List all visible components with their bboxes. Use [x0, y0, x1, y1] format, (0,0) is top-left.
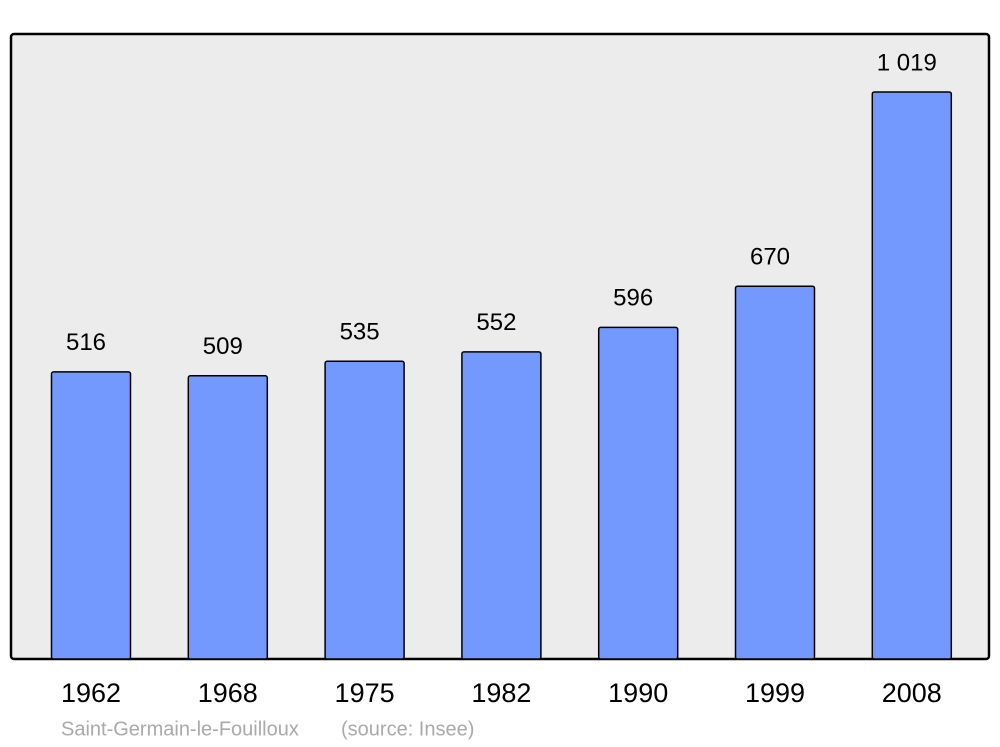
bar — [50, 371, 132, 660]
bar — [461, 351, 542, 660]
chart-title: Saint-Germain-le-Fouilloux — [61, 718, 299, 740]
value-label: 670 — [750, 244, 790, 271]
bar — [324, 360, 405, 660]
value-label: 509 — [203, 333, 243, 360]
x-tick-label: 2008 — [882, 678, 942, 708]
bar — [734, 285, 816, 660]
bar — [187, 375, 269, 660]
x-tick-label: 1982 — [471, 678, 531, 708]
value-label: 535 — [340, 319, 380, 346]
value-label: 596 — [613, 285, 653, 312]
x-tick-label: 1968 — [198, 678, 258, 708]
bar — [597, 326, 679, 660]
x-tick-label: 1999 — [745, 678, 805, 708]
value-label: 1 019 — [877, 49, 937, 76]
value-label: 516 — [66, 329, 106, 356]
x-tick-label: 1975 — [335, 678, 395, 708]
x-tick-label: 1962 — [61, 678, 121, 708]
bar — [871, 91, 953, 660]
x-tick-label: 1990 — [608, 678, 668, 708]
source: (source: Insee) — [341, 718, 474, 740]
value-label: 552 — [476, 309, 516, 336]
